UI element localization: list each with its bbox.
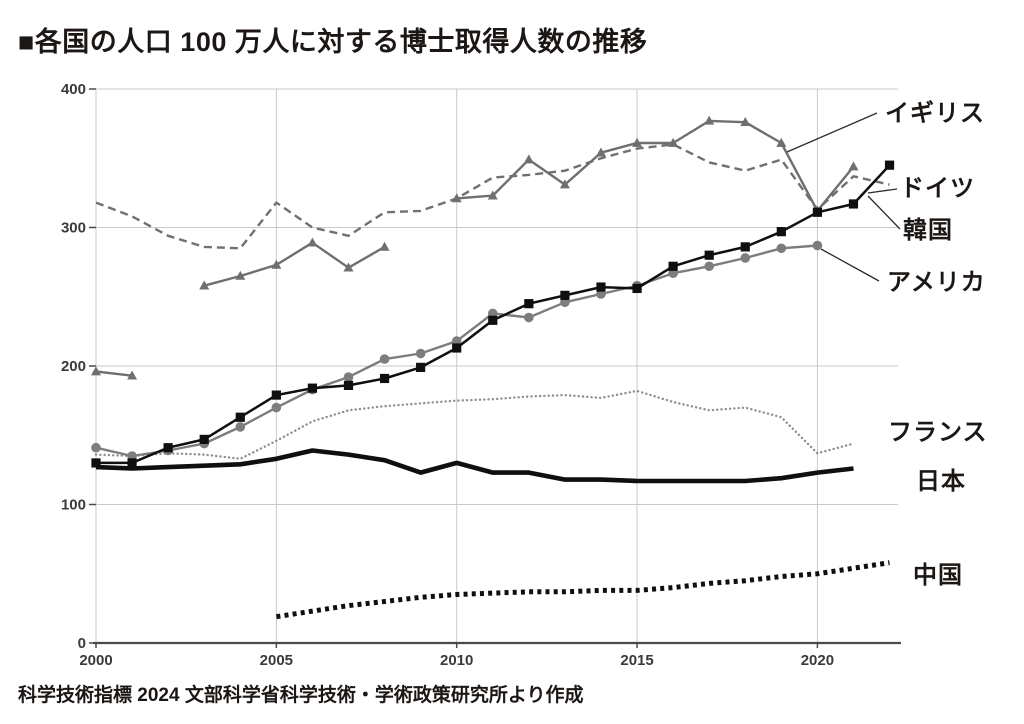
series-label-uk: イギリス xyxy=(885,100,985,127)
marker-triangle-uk xyxy=(343,262,354,272)
marker-triangle-uk xyxy=(848,161,859,171)
marker-square-korea xyxy=(740,242,750,252)
marker-circle-usa xyxy=(379,354,390,364)
series-line-japan xyxy=(95,448,854,484)
marker-circle-usa xyxy=(812,240,823,251)
marker-triangle-uk xyxy=(235,270,246,280)
marker-square-korea xyxy=(343,380,354,390)
marker-square-korea xyxy=(524,299,534,309)
marker-square-korea xyxy=(668,261,678,271)
marker-circle-usa xyxy=(415,348,426,359)
series-line-uk xyxy=(95,370,133,377)
marker-triangle-uk xyxy=(704,115,715,125)
marker-triangle-uk xyxy=(199,280,210,290)
page-title: ■各国の人口 100 万人に対する博士取得人数の推移 xyxy=(18,27,648,57)
marker-circle-usa xyxy=(740,253,751,263)
marker-circle-usa xyxy=(271,402,282,413)
series-label-usa: アメリカ xyxy=(887,269,986,296)
label-pointer-uk xyxy=(786,112,878,153)
marker-triangle-uk xyxy=(91,366,101,376)
marker-triangle-uk xyxy=(740,117,751,127)
marker-triangle-uk xyxy=(668,137,679,147)
x-tick-label: 2010 xyxy=(440,652,473,669)
y-tick-label: 400 xyxy=(61,81,86,98)
series-label-china: 中国 xyxy=(913,562,963,589)
x-tick-label: 2000 xyxy=(79,652,112,669)
series-label-germany: ドイツ xyxy=(900,175,975,202)
marker-square-korea xyxy=(884,160,895,170)
marker-square-korea xyxy=(307,383,318,393)
marker-square-korea xyxy=(452,343,462,353)
x-tick-label: 2015 xyxy=(620,652,653,669)
y-tick-label: 100 xyxy=(61,497,86,514)
marker-square-korea xyxy=(416,362,426,372)
marker-circle-usa xyxy=(91,442,101,453)
marker-circle-usa xyxy=(235,422,246,432)
label-pointer-usa xyxy=(820,248,880,282)
marker-square-korea xyxy=(596,282,606,292)
marker-triangle-uk xyxy=(632,137,643,147)
marker-triangle-uk xyxy=(451,193,462,203)
series-line-france xyxy=(94,389,855,460)
marker-triangle-uk xyxy=(559,179,570,189)
marker-triangle-uk xyxy=(271,259,282,269)
label-pointer-germany xyxy=(867,188,898,194)
marker-circle-usa xyxy=(524,312,534,323)
y-tick-label: 0 xyxy=(78,635,86,652)
marker-square-korea xyxy=(127,458,137,468)
marker-square-korea xyxy=(704,250,714,260)
marker-triangle-uk xyxy=(307,237,318,247)
marker-square-korea xyxy=(812,207,822,217)
source-note: 科学技術指標 2024 文部科学省科学技術・学術政策研究所より作成 xyxy=(18,685,584,706)
marker-square-korea xyxy=(632,283,642,294)
marker-square-korea xyxy=(488,315,498,325)
series-line-uk xyxy=(203,241,386,287)
x-tick-label: 2005 xyxy=(260,652,293,669)
series-line-uk xyxy=(456,119,855,213)
marker-square-korea xyxy=(776,227,786,237)
label-pointer-korea xyxy=(867,195,901,230)
marker-square-korea xyxy=(848,199,859,209)
y-tick-label: 200 xyxy=(61,358,86,375)
marker-square-korea xyxy=(271,390,281,400)
series-label-japan: 日本 xyxy=(916,468,966,495)
marker-square-korea xyxy=(560,290,570,300)
marker-square-korea xyxy=(163,443,173,453)
marker-triangle-uk xyxy=(379,241,390,251)
marker-square-korea xyxy=(235,412,245,422)
marker-triangle-uk xyxy=(595,147,606,157)
marker-square-korea xyxy=(379,373,390,384)
marker-triangle-uk xyxy=(127,370,138,380)
marker-triangle-uk xyxy=(523,154,534,164)
series-label-korea: 韓国 xyxy=(903,217,953,244)
marker-circle-usa xyxy=(776,243,787,254)
marker-triangle-uk xyxy=(776,137,787,147)
x-tick-label: 2020 xyxy=(801,652,834,669)
marker-square-korea xyxy=(199,434,209,445)
marker-triangle-uk xyxy=(487,190,498,200)
marker-circle-usa xyxy=(704,261,714,272)
y-tick-label: 300 xyxy=(61,220,86,237)
series-label-france: フランス xyxy=(888,419,988,446)
marker-square-korea xyxy=(91,458,101,468)
series-line-china xyxy=(276,560,890,620)
marker-circle-usa xyxy=(343,372,354,382)
